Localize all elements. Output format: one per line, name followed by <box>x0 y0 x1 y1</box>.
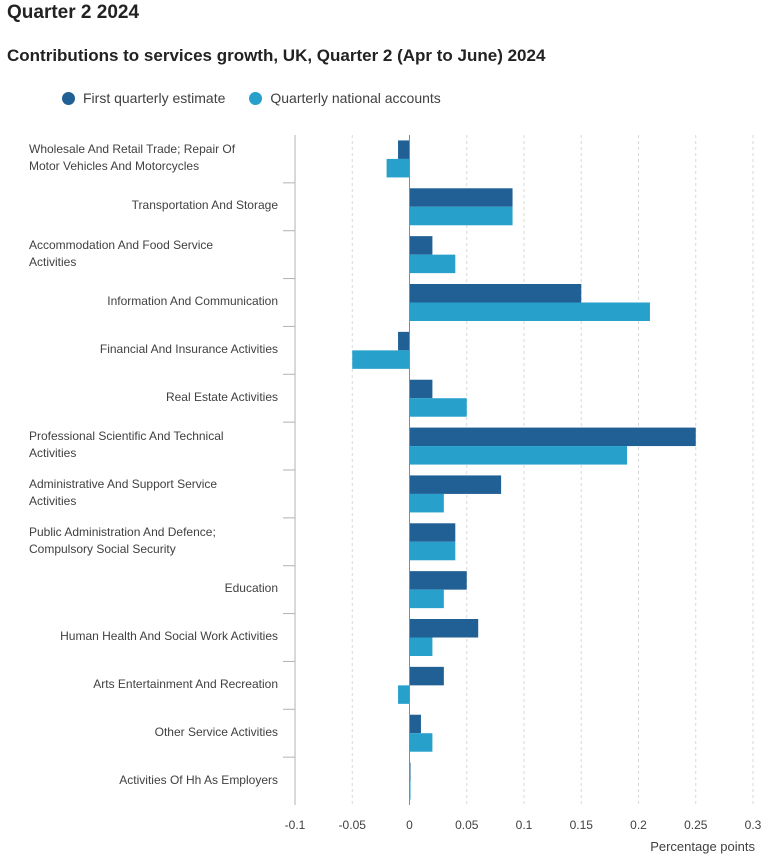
x-tick-label: -0.05 <box>339 818 367 832</box>
bar-first-estimate <box>409 188 513 207</box>
legend-swatch-first-estimate <box>62 91 75 105</box>
category-label: Professional Scientific And Technical Act… <box>29 429 224 461</box>
bar-quarterly-accounts <box>409 589 444 609</box>
bar-first-estimate <box>409 284 582 303</box>
category-label: Real Estate Activities <box>165 389 278 404</box>
x-tick-label: 0.1 <box>516 818 533 832</box>
bar-first-estimate <box>398 331 410 351</box>
category-label: Education <box>224 581 278 596</box>
legend-label-quarterly-accounts: Quarterly national accounts <box>270 90 441 106</box>
x-axis-title: Percentage points <box>650 839 755 854</box>
x-tick-label: 0.2 <box>630 818 647 832</box>
bar-first-estimate <box>409 475 502 494</box>
category-label: Accommodation And Food Service Activities <box>29 237 214 269</box>
chart-legend: First quarterly estimate Quarterly natio… <box>62 90 441 106</box>
x-tick-label: 0.25 <box>684 818 708 832</box>
x-tick-label: 0 <box>406 818 413 832</box>
bar-quarterly-accounts <box>409 398 467 417</box>
bar-quarterly-accounts <box>352 350 410 369</box>
category-label: Wholesale And Retail Trade; Repair Of Mot… <box>29 141 236 173</box>
chart-title: Contributions to services growth, UK, Qu… <box>7 46 546 65</box>
bar-first-estimate <box>398 140 410 159</box>
bar-quarterly-accounts <box>398 685 410 704</box>
x-tick-label: -0.1 <box>285 818 306 832</box>
category-label: Other Service Activities <box>154 724 278 739</box>
x-tick-label: 0.05 <box>455 818 479 832</box>
category-label: Public Administration And Defence; Compul… <box>29 524 216 556</box>
category-label: Financial And Insurance Activities <box>99 341 278 356</box>
category-label: Information And Communication <box>107 294 278 308</box>
bar-first-estimate <box>409 427 696 447</box>
category-label: Transportation And Storage <box>131 198 278 213</box>
bar-first-estimate <box>409 236 433 255</box>
bar-quarterly-accounts <box>409 733 433 752</box>
x-tick-label: 0.3 <box>745 818 762 832</box>
category-label: Arts Entertainment And Recreation <box>93 676 278 691</box>
bar-quarterly-accounts <box>409 493 444 513</box>
bar-quarterly-accounts <box>409 446 628 465</box>
bar-first-estimate <box>409 571 467 590</box>
bar-quarterly-accounts <box>409 541 456 561</box>
bar-quarterly-accounts <box>409 206 513 226</box>
bar-first-estimate <box>409 666 444 686</box>
legend-swatch-quarterly-accounts <box>249 91 263 105</box>
bar-quarterly-accounts <box>386 158 410 178</box>
legend-item-quarterly-accounts[interactable]: Quarterly national accounts <box>249 90 441 106</box>
bar-first-estimate <box>409 523 456 542</box>
page-heading: Quarter 2 2024 <box>7 2 140 23</box>
legend-item-first-estimate[interactable]: First quarterly estimate <box>62 90 225 106</box>
x-tick-label: 0.15 <box>570 818 594 832</box>
category-label: Administrative And Support Service Activi… <box>29 476 218 508</box>
bar-first-estimate <box>409 714 421 734</box>
bar-first-estimate <box>409 379 433 399</box>
bar-quarterly-accounts <box>409 254 456 274</box>
bar-quarterly-accounts <box>409 637 433 656</box>
bar-quarterly-accounts <box>409 302 650 321</box>
legend-label-first-estimate: First quarterly estimate <box>83 90 226 106</box>
bar-first-estimate <box>409 619 479 638</box>
category-label: Human Health And Social Work Activities <box>60 629 278 643</box>
category-label: Activities Of Hh As Employers <box>119 772 278 787</box>
